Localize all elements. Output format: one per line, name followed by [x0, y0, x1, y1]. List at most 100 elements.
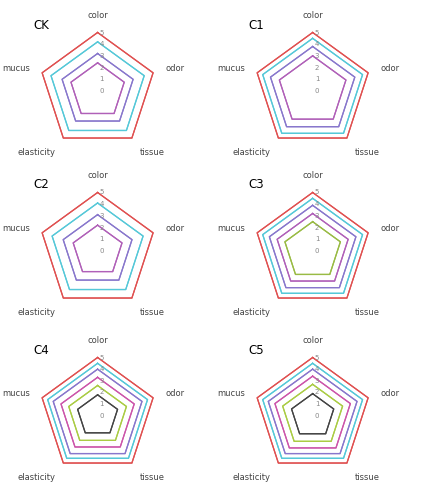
- Polygon shape: [53, 369, 142, 454]
- Polygon shape: [277, 214, 348, 281]
- Polygon shape: [62, 54, 133, 121]
- Text: tissue: tissue: [139, 474, 164, 482]
- Text: 5: 5: [100, 354, 104, 360]
- Text: 4: 4: [315, 201, 319, 207]
- Text: C5: C5: [249, 344, 264, 356]
- Text: 1: 1: [100, 236, 104, 242]
- Text: mucus: mucus: [217, 224, 245, 234]
- Polygon shape: [257, 32, 368, 138]
- Polygon shape: [71, 63, 124, 114]
- Text: 4: 4: [315, 41, 319, 47]
- Text: elasticity: elasticity: [233, 148, 271, 158]
- Text: CK: CK: [34, 18, 49, 32]
- Polygon shape: [257, 192, 368, 298]
- Text: 0: 0: [100, 88, 104, 94]
- Text: elasticity: elasticity: [18, 308, 56, 318]
- Text: 2: 2: [100, 390, 104, 396]
- Text: tissue: tissue: [139, 148, 164, 158]
- Text: 5: 5: [315, 30, 319, 36]
- Polygon shape: [42, 192, 153, 298]
- Text: odor: odor: [380, 64, 400, 74]
- Text: 1: 1: [315, 236, 319, 242]
- Polygon shape: [42, 32, 153, 138]
- Text: 2: 2: [315, 224, 319, 230]
- Text: 0: 0: [100, 413, 104, 419]
- Text: color: color: [87, 10, 108, 20]
- Polygon shape: [263, 198, 362, 294]
- Polygon shape: [283, 384, 343, 442]
- Text: color: color: [87, 336, 108, 344]
- Text: 0: 0: [315, 413, 319, 419]
- Text: 2: 2: [315, 64, 319, 70]
- Text: color: color: [302, 336, 323, 344]
- Text: mucus: mucus: [217, 390, 245, 398]
- Polygon shape: [285, 222, 340, 274]
- Text: 2: 2: [100, 64, 104, 70]
- Text: 3: 3: [100, 213, 104, 219]
- Polygon shape: [78, 395, 117, 433]
- Polygon shape: [47, 364, 147, 458]
- Text: 5: 5: [100, 30, 104, 36]
- Polygon shape: [61, 378, 134, 447]
- Text: C2: C2: [34, 178, 49, 192]
- Polygon shape: [292, 394, 334, 434]
- Text: color: color: [87, 170, 108, 179]
- Text: 0: 0: [315, 248, 319, 254]
- Text: mucus: mucus: [2, 64, 30, 74]
- Polygon shape: [268, 369, 357, 454]
- Text: 4: 4: [100, 41, 104, 47]
- Text: mucus: mucus: [2, 224, 30, 234]
- Text: tissue: tissue: [354, 474, 379, 482]
- Text: 3: 3: [315, 53, 319, 59]
- Text: 2: 2: [315, 390, 319, 396]
- Text: tissue: tissue: [139, 308, 164, 318]
- Text: C1: C1: [249, 18, 264, 32]
- Text: 3: 3: [100, 378, 104, 384]
- Text: odor: odor: [165, 64, 185, 74]
- Text: 0: 0: [315, 88, 319, 94]
- Text: 5: 5: [100, 190, 104, 196]
- Text: mucus: mucus: [2, 390, 30, 398]
- Text: odor: odor: [380, 390, 400, 398]
- Text: 4: 4: [315, 366, 319, 372]
- Text: 3: 3: [100, 53, 104, 59]
- Text: 2: 2: [100, 224, 104, 230]
- Text: C3: C3: [249, 178, 264, 192]
- Text: tissue: tissue: [354, 148, 379, 158]
- Text: 1: 1: [100, 76, 104, 82]
- Polygon shape: [263, 38, 362, 134]
- Polygon shape: [275, 376, 350, 448]
- Polygon shape: [63, 214, 132, 280]
- Polygon shape: [69, 386, 126, 440]
- Text: mucus: mucus: [217, 64, 245, 74]
- Text: 5: 5: [315, 354, 319, 360]
- Polygon shape: [52, 203, 143, 290]
- Text: 0: 0: [100, 248, 104, 254]
- Text: elasticity: elasticity: [18, 148, 56, 158]
- Text: odor: odor: [380, 224, 400, 234]
- Text: 5: 5: [315, 190, 319, 196]
- Text: 3: 3: [315, 213, 319, 219]
- Text: color: color: [302, 10, 323, 20]
- Text: elasticity: elasticity: [233, 308, 271, 318]
- Text: 4: 4: [100, 201, 104, 207]
- Text: color: color: [302, 170, 323, 179]
- Text: elasticity: elasticity: [233, 474, 271, 482]
- Text: odor: odor: [165, 224, 185, 234]
- Text: 3: 3: [315, 378, 319, 384]
- Text: 4: 4: [100, 366, 104, 372]
- Text: odor: odor: [165, 390, 185, 398]
- Text: C4: C4: [34, 344, 49, 356]
- Polygon shape: [271, 46, 355, 126]
- Polygon shape: [263, 364, 362, 458]
- Text: 1: 1: [315, 401, 319, 407]
- Polygon shape: [42, 358, 153, 463]
- Polygon shape: [73, 225, 122, 272]
- Polygon shape: [280, 56, 346, 119]
- Text: tissue: tissue: [354, 308, 379, 318]
- Polygon shape: [51, 42, 144, 130]
- Text: 1: 1: [100, 401, 104, 407]
- Text: 1: 1: [315, 76, 319, 82]
- Polygon shape: [269, 206, 356, 288]
- Polygon shape: [257, 358, 368, 463]
